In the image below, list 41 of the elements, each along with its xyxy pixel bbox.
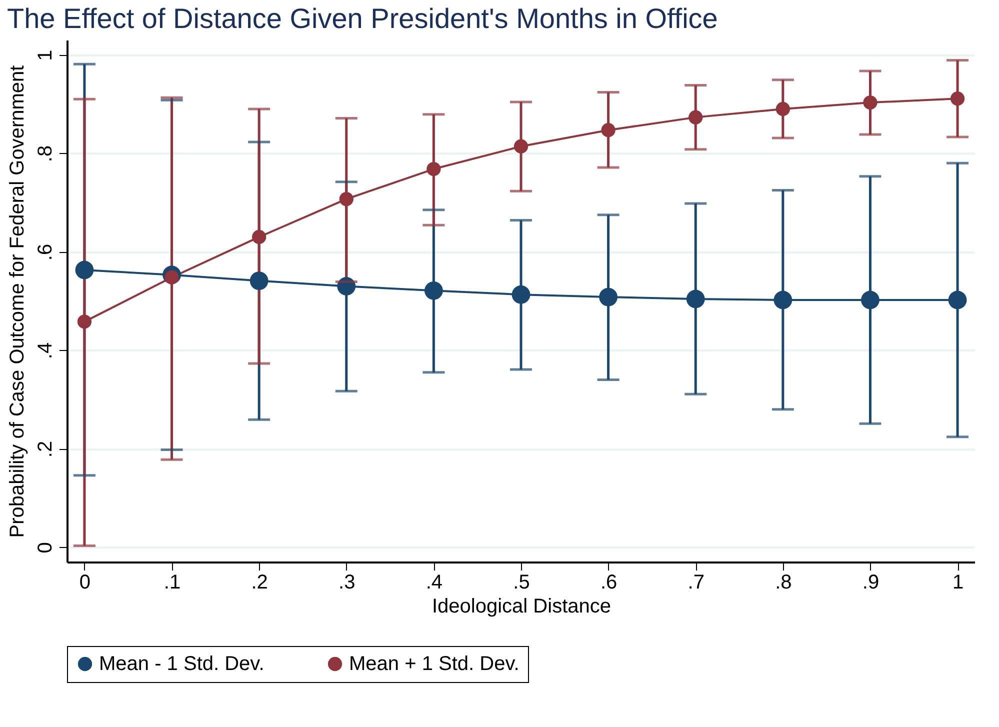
point bbox=[863, 95, 878, 110]
y-tick-label: .2 bbox=[34, 440, 56, 458]
point bbox=[950, 92, 965, 106]
point bbox=[339, 192, 354, 206]
x-tick-label: .5 bbox=[513, 572, 530, 594]
point bbox=[250, 272, 268, 290]
x-axis-title: Ideological Distance bbox=[432, 596, 611, 618]
x-tick-label: .3 bbox=[338, 572, 356, 594]
legend-label: Mean + 1 Std. Dev. bbox=[349, 653, 520, 675]
point bbox=[512, 285, 530, 304]
y-tick-label: 1 bbox=[34, 50, 56, 61]
x-tick-label: .7 bbox=[688, 572, 704, 594]
y-tick-label: 0 bbox=[34, 542, 56, 554]
point bbox=[599, 288, 618, 306]
y-tick-label: .8 bbox=[34, 145, 56, 162]
y-tick-label: .4 bbox=[34, 342, 56, 360]
chart-title: The Effect of Distance Given President's Months in Office bbox=[7, 3, 718, 34]
point bbox=[426, 162, 441, 176]
point bbox=[75, 260, 94, 280]
point bbox=[514, 139, 528, 154]
x-tick-label: .8 bbox=[775, 572, 792, 594]
point bbox=[861, 290, 880, 310]
point bbox=[774, 290, 792, 310]
point bbox=[948, 290, 967, 310]
point bbox=[776, 102, 790, 116]
x-tick-label: .4 bbox=[426, 572, 443, 594]
point bbox=[424, 281, 443, 300]
x-tick-label: .6 bbox=[600, 572, 618, 594]
legend-label: Mean - 1 Std. Dev. bbox=[99, 653, 264, 675]
point bbox=[686, 290, 705, 308]
x-tick-label: 1 bbox=[952, 572, 964, 594]
x-tick-label: .1 bbox=[164, 572, 181, 594]
point bbox=[688, 110, 703, 124]
point bbox=[601, 123, 616, 138]
point bbox=[252, 230, 266, 244]
x-tick-label: .9 bbox=[862, 572, 880, 594]
point bbox=[77, 314, 92, 329]
x-tick-label: .2 bbox=[251, 572, 268, 594]
x-tick-label: 0 bbox=[79, 572, 91, 594]
y-axis-title: Probability of Case Outcome for Federal Government bbox=[6, 64, 28, 538]
y-tick-label: .6 bbox=[34, 244, 56, 261]
